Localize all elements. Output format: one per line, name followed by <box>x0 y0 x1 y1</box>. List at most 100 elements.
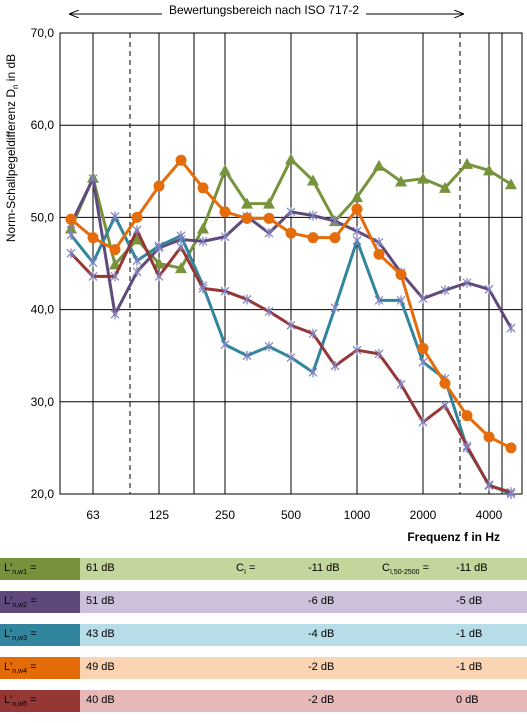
data-point <box>286 320 296 331</box>
data-point <box>462 441 472 452</box>
data-point <box>373 159 385 171</box>
range-label: Bewertungsbereich nach ISO 717-2 <box>169 3 359 17</box>
data-point <box>109 244 121 256</box>
ci-label-suffix: = <box>245 562 256 574</box>
data-point <box>352 345 362 356</box>
data-point <box>461 410 473 422</box>
ci5-value: -1 dB <box>456 661 483 673</box>
data-point <box>220 286 230 297</box>
data-point <box>197 222 209 234</box>
ci-value: -6 dB <box>308 595 335 607</box>
data-point <box>110 309 120 320</box>
y-tick-label: 60,0 <box>31 118 55 132</box>
x-axis-label: Frequenz f in Hz <box>407 530 500 544</box>
data-point <box>439 377 451 389</box>
y-axis-label: Norm-Schallpegeldifferenz Dn in dB <box>4 54 20 242</box>
legend-label: L'n,w1 = <box>4 562 37 576</box>
data-point <box>483 164 495 176</box>
legend-value: 51 dB <box>86 595 115 607</box>
legend-value: 49 dB <box>86 661 115 673</box>
ci-value: -4 dB <box>308 628 335 640</box>
data-point <box>220 231 230 242</box>
data-point <box>198 236 208 247</box>
y-tick-labels: 20,0 30,0 40,0 50,0 60,0 70,0 <box>31 26 55 501</box>
data-point <box>351 203 363 215</box>
data-point <box>330 302 340 313</box>
ci5-label-sub: I,50-2500 <box>389 569 420 577</box>
data-point <box>131 233 143 245</box>
legend-label-suffix: = <box>27 595 37 607</box>
legend-label-suffix: = <box>27 562 37 574</box>
data-point <box>175 154 187 166</box>
data-point <box>483 431 495 443</box>
ci5-label-main: C <box>382 562 390 574</box>
series-layer <box>65 153 517 499</box>
legend-row-1: L'n,w1 = 61 dB CI = -11 dB CI,50-2500 = … <box>0 558 527 580</box>
data-point <box>418 417 428 428</box>
x-tick-label: 500 <box>281 508 301 522</box>
data-point <box>506 323 516 334</box>
data-point <box>396 379 406 390</box>
legend-label: L'n,w5 = <box>4 694 37 708</box>
data-point <box>88 173 98 184</box>
y-tick-label: 40,0 <box>31 303 55 317</box>
legend-label-sub: n,w1 <box>12 569 28 577</box>
data-point <box>264 341 274 352</box>
ci5-value: -5 dB <box>456 595 483 607</box>
legend-label-main: L' <box>4 661 13 673</box>
data-point <box>286 206 296 217</box>
legend-row-4: L'n,w4 = 49 dB -2 dB -1 dB <box>0 657 527 679</box>
data-point <box>87 232 99 244</box>
ci-value: -2 dB <box>308 661 335 673</box>
data-point <box>484 284 494 295</box>
data-point <box>286 352 296 363</box>
data-point <box>440 285 450 296</box>
data-point <box>307 174 319 186</box>
legend-label-main: L' <box>4 694 13 706</box>
ci5-label: CI,50-2500 = <box>382 562 429 576</box>
legend-label: L'n,w2 = <box>4 595 37 609</box>
data-point <box>374 348 384 359</box>
data-point <box>417 172 429 184</box>
legend-swatch <box>0 657 80 679</box>
data-point <box>395 269 407 281</box>
data-point <box>417 342 429 354</box>
series-4 <box>65 154 517 454</box>
data-point <box>66 248 76 259</box>
data-point <box>176 241 186 252</box>
data-point <box>65 213 77 225</box>
legend-label-suffix: = <box>27 661 37 673</box>
data-point <box>308 328 318 339</box>
data-point <box>395 175 407 187</box>
y-axis-label-main: Norm-Schallpegeldifferenz D <box>4 89 18 243</box>
data-point <box>110 211 120 222</box>
ci5-value: -1 dB <box>456 628 483 640</box>
data-point <box>219 206 231 218</box>
data-point <box>88 257 98 268</box>
data-point <box>351 191 363 203</box>
legend-label: L'n,w3 = <box>4 628 37 642</box>
legend-label-sub: n,w3 <box>12 635 28 643</box>
ci5-value: -11 dB <box>456 562 488 574</box>
data-point <box>418 293 428 304</box>
legend-label-main: L' <box>4 595 13 607</box>
legend-value: 61 dB <box>86 562 115 574</box>
data-point <box>197 182 209 194</box>
vertical-gridlines <box>92 33 503 494</box>
y-tick-label: 30,0 <box>31 395 55 409</box>
data-point <box>66 229 76 240</box>
x-tick-label: 250 <box>215 508 235 522</box>
legend-label-suffix: = <box>27 694 37 706</box>
data-point <box>263 197 275 209</box>
data-point <box>462 277 472 288</box>
data-point <box>505 442 517 454</box>
legend-label: L'n,w4 = <box>4 661 37 675</box>
data-point <box>396 295 406 306</box>
x-tick-label: 4000 <box>476 508 503 522</box>
data-point <box>439 181 451 193</box>
data-point <box>153 257 165 269</box>
legend-label-sub: n,w4 <box>12 668 28 676</box>
data-point <box>153 180 165 192</box>
ci5-value: 0 dB <box>456 694 479 706</box>
x-tick-label: 63 <box>86 508 100 522</box>
